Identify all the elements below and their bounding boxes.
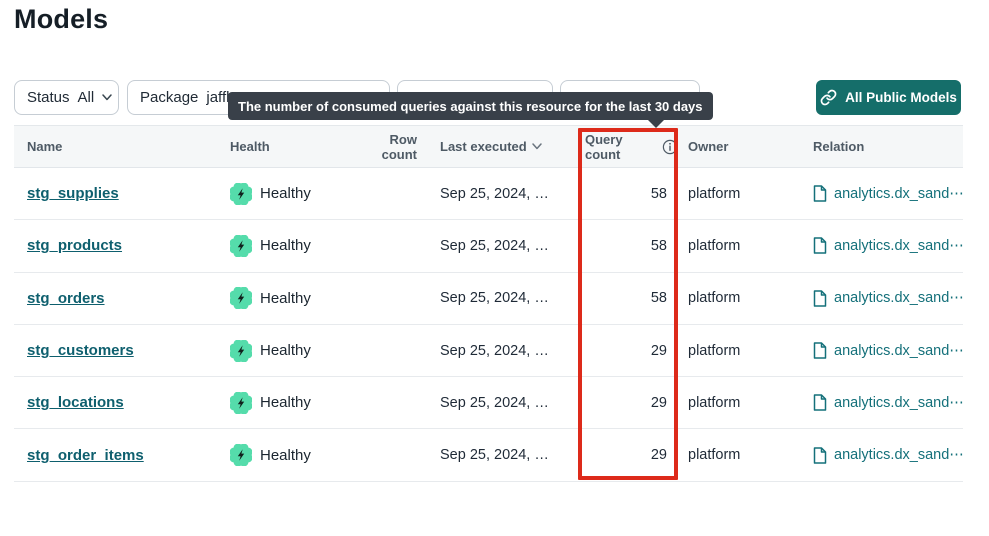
- healthy-badge-icon: [230, 287, 252, 310]
- info-icon[interactable]: [662, 139, 678, 155]
- last-executed-cell: Sep 25, 2024, …: [440, 447, 549, 464]
- query-count-tooltip: The number of consumed queries against t…: [228, 92, 713, 120]
- package-filter-label: Package: [140, 89, 199, 106]
- link-icon: [820, 89, 837, 106]
- query-count-cell: 29: [650, 394, 667, 411]
- last-executed-cell: Sep 25, 2024, …: [440, 394, 549, 411]
- owner-cell: platform: [688, 290, 741, 307]
- relation-link[interactable]: analytics.dx_sand⋯: [834, 290, 964, 307]
- status-filter-dropdown[interactable]: Status All: [14, 80, 119, 115]
- all-public-models-button[interactable]: All Public Models: [816, 80, 961, 115]
- last-executed-cell: Sep 25, 2024, …: [440, 290, 549, 307]
- document-icon: [813, 185, 827, 202]
- health-status-label: Healthy: [260, 237, 311, 255]
- health-status-label: Healthy: [260, 289, 311, 307]
- model-name-link[interactable]: stg_supplies: [27, 185, 119, 203]
- column-header-relation[interactable]: Relation: [813, 139, 865, 154]
- last-executed-cell: Sep 25, 2024, …: [440, 342, 549, 359]
- chevron-down-icon: [102, 94, 112, 101]
- health-status-label: Healthy: [260, 394, 311, 412]
- owner-cell: platform: [688, 237, 741, 254]
- status-filter-value: All: [77, 89, 95, 106]
- healthy-badge-icon: [230, 182, 252, 205]
- page-title: Models: [14, 4, 109, 34]
- model-name-link[interactable]: stg_locations: [27, 394, 124, 412]
- owner-cell: platform: [688, 185, 741, 202]
- healthy-badge-icon: [230, 391, 252, 414]
- relation-link[interactable]: analytics.dx_sand⋯: [834, 237, 964, 254]
- health-status-label: Healthy: [260, 342, 311, 360]
- document-icon: [813, 237, 827, 255]
- healthy-badge-icon: [230, 234, 252, 257]
- column-header-row-count[interactable]: Row count: [381, 131, 417, 162]
- owner-cell: platform: [688, 394, 741, 411]
- query-count-cell: 58: [650, 290, 667, 307]
- tooltip-arrow: [647, 119, 665, 128]
- table-row: stg_order_items Healthy Sep 25, 2024, … …: [14, 429, 964, 482]
- table-header-row: Name Health Row count Last executed Quer…: [14, 125, 963, 168]
- health-status-label: Healthy: [260, 446, 311, 464]
- health-status-label: Healthy: [260, 185, 311, 203]
- model-name-link[interactable]: stg_order_items: [27, 446, 144, 464]
- query-count-cell: 29: [650, 447, 667, 464]
- column-header-health[interactable]: Health: [230, 139, 270, 154]
- sort-chevron-down-icon: [531, 143, 542, 150]
- last-executed-cell: Sep 25, 2024, …: [440, 185, 549, 202]
- last-executed-cell: Sep 25, 2024, …: [440, 237, 549, 254]
- column-header-last-executed[interactable]: Last executed: [437, 139, 578, 154]
- status-filter-label: Status: [27, 89, 70, 106]
- model-name-link[interactable]: stg_products: [27, 237, 123, 255]
- owner-cell: platform: [688, 342, 741, 359]
- table-row: stg_locations Healthy Sep 25, 2024, … 29…: [14, 377, 964, 430]
- query-count-cell: 58: [650, 237, 667, 254]
- document-icon: [813, 289, 827, 307]
- relation-link[interactable]: analytics.dx_sand⋯: [834, 394, 964, 411]
- table-row: stg_customers Healthy Sep 25, 2024, … 29…: [14, 324, 964, 378]
- all-public-models-label: All Public Models: [845, 90, 957, 105]
- relation-link[interactable]: analytics.dx_sand⋯: [834, 447, 964, 464]
- document-icon: [813, 394, 827, 412]
- model-name-link[interactable]: stg_orders: [27, 289, 105, 307]
- query-count-cell: 29: [650, 342, 667, 359]
- document-icon: [813, 446, 827, 464]
- model-name-link[interactable]: stg_customers: [27, 342, 134, 360]
- healthy-badge-icon: [230, 444, 252, 467]
- document-icon: [813, 342, 827, 359]
- query-count-cell: 58: [650, 185, 667, 202]
- column-header-name[interactable]: Name: [27, 139, 63, 154]
- table-row: stg_supplies Healthy Sep 25, 2024, … 58 …: [14, 168, 964, 221]
- owner-cell: platform: [688, 447, 741, 464]
- table-row: stg_orders Healthy Sep 25, 2024, … 58 pl…: [14, 272, 964, 325]
- relation-link[interactable]: analytics.dx_sand⋯: [834, 342, 964, 359]
- column-header-owner[interactable]: Owner: [688, 139, 729, 154]
- relation-link[interactable]: analytics.dx_sand⋯: [834, 185, 964, 202]
- column-header-query-count[interactable]: Query count: [578, 132, 678, 162]
- models-table: Name Health Row count Last executed Quer…: [14, 125, 964, 482]
- healthy-badge-icon: [230, 339, 252, 362]
- table-row: stg_products Healthy Sep 25, 2024, … 58 …: [14, 220, 964, 273]
